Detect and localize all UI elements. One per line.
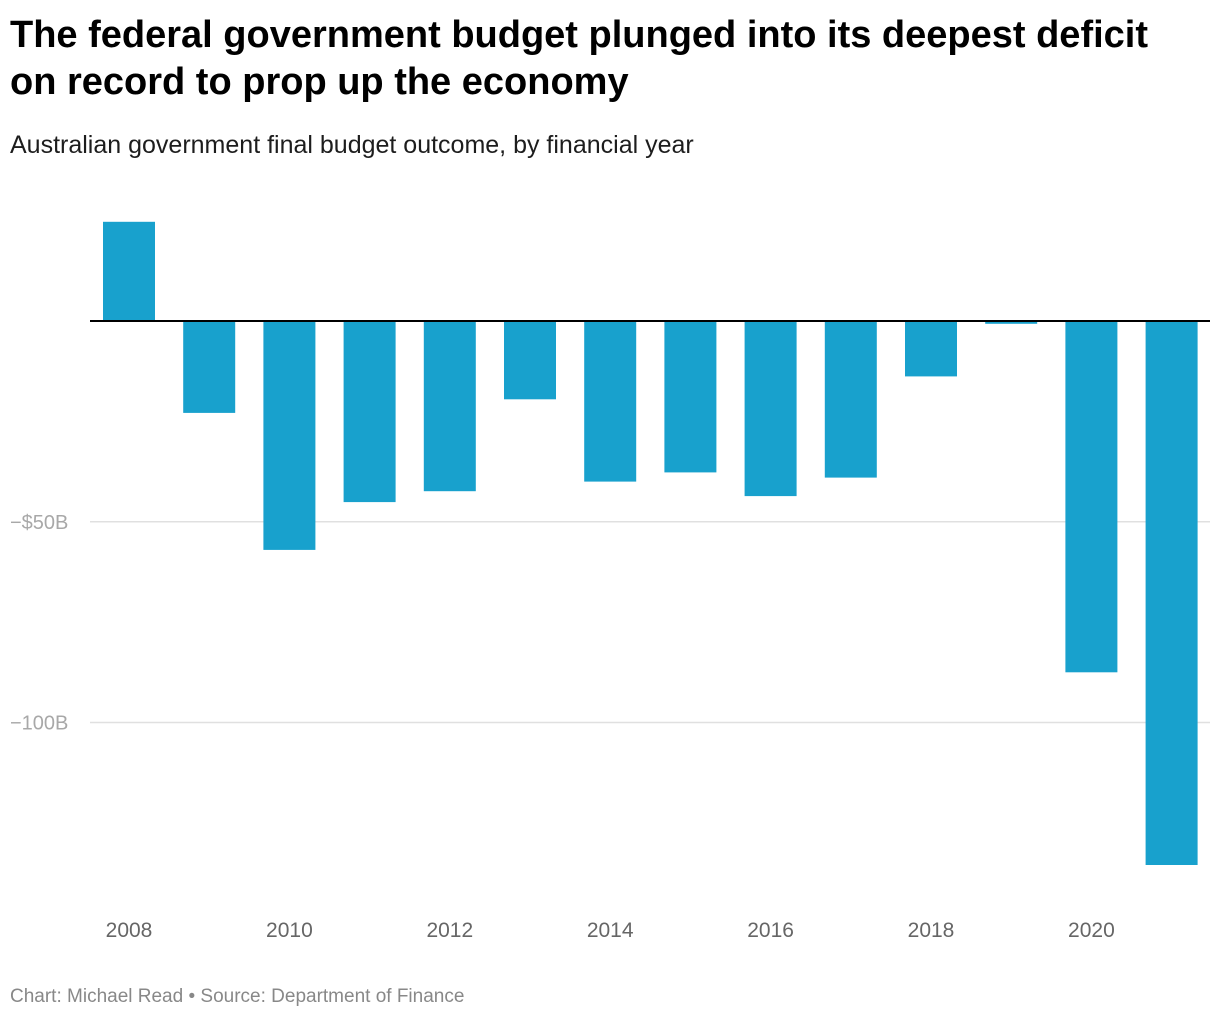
x-tick-label: 2012: [426, 919, 473, 942]
bar-2011: [343, 321, 396, 503]
bar-2008: [103, 221, 155, 321]
gridlines: [90, 521, 1210, 724]
y-tick-label: −$50B: [10, 512, 68, 534]
bar-2019: [985, 321, 1038, 324]
chart-title: The federal government budget plunged in…: [10, 14, 1148, 103]
x-tick-label: 2018: [908, 919, 955, 942]
bar-2020: [1065, 321, 1118, 673]
x-tick-label: 2020: [1068, 919, 1115, 942]
chart-subtitle: Australian government final budget outco…: [10, 131, 694, 159]
x-tick-label: 2014: [587, 919, 634, 942]
bar-2021: [1145, 321, 1198, 865]
bar-2015: [664, 321, 717, 473]
x-tick-label: 2016: [747, 919, 794, 942]
bar-2010: [263, 321, 316, 550]
bar-2017: [824, 321, 877, 478]
bar-2014: [584, 321, 637, 482]
x-tick-label: 2008: [106, 919, 153, 942]
bar-2018: [905, 321, 957, 377]
bar-2013: [504, 321, 556, 400]
bar-2009: [183, 321, 236, 413]
chart-source-credit: Chart: Michael Read • Source: Department…: [10, 986, 465, 1007]
y-tick-label: −100B: [10, 713, 68, 735]
bar-2012: [423, 321, 476, 492]
x-tick-label: 2010: [266, 919, 313, 942]
bar-2016: [744, 321, 797, 497]
axes: −$50B −100B 2008 2010 2012 2014 2016 2018 2020: [10, 320, 1210, 942]
bars: [103, 221, 1198, 865]
